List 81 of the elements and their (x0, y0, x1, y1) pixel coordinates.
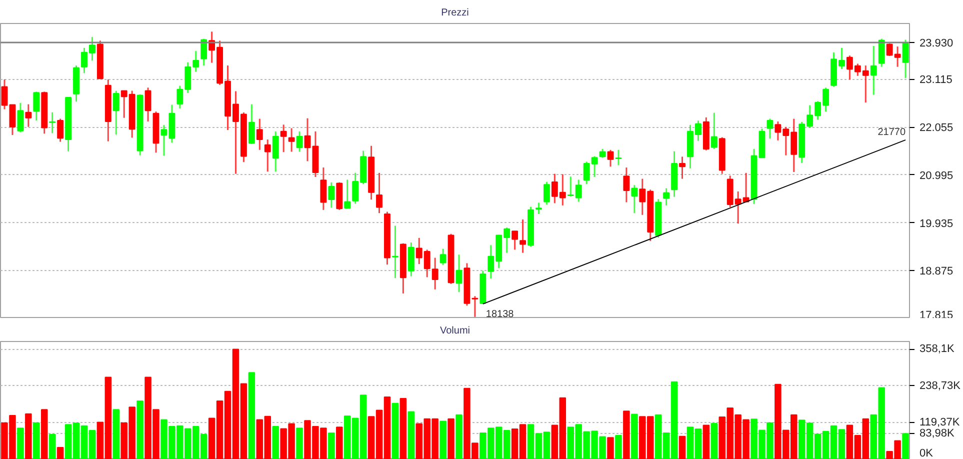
y-tick-label: 358,1K (920, 343, 956, 356)
bar (40, 409, 48, 459)
candlestick (33, 90, 40, 122)
candlestick (456, 254, 462, 293)
y-tick-label: 20.995 (920, 170, 954, 182)
bar (702, 424, 710, 459)
y-tick-label: 83,98K (920, 428, 956, 440)
y-tick-label: 23.115 (920, 74, 952, 86)
candlestick (328, 182, 335, 208)
bar (336, 426, 343, 459)
candlestick (344, 178, 351, 210)
candlestick (320, 166, 327, 211)
candlestick (607, 149, 614, 168)
candlestick (902, 39, 909, 79)
bar (328, 432, 335, 459)
candlestick (288, 127, 295, 152)
candlestick (512, 230, 518, 250)
y-tick-label: 19.935 (920, 218, 954, 230)
bar (48, 434, 56, 459)
bar (248, 372, 256, 459)
candlestick (272, 130, 279, 172)
bar (17, 428, 24, 459)
candlestick (710, 112, 718, 150)
bar (440, 420, 446, 459)
candlestick (17, 102, 24, 134)
y-tick-label: 238,73K (920, 380, 962, 392)
annotation: 18138 (486, 308, 514, 320)
annotation: 21770 (878, 126, 906, 138)
candlestick (112, 90, 120, 136)
candlestick (679, 156, 686, 180)
bar (631, 414, 638, 459)
candlestick (248, 104, 255, 145)
candlestick (432, 257, 438, 290)
bar (25, 413, 32, 459)
candlestick (392, 224, 398, 279)
candlestick (256, 118, 263, 151)
y-tick-label: 18.875 (920, 266, 954, 278)
candlestick (49, 112, 56, 134)
bar (296, 428, 303, 459)
candlestick (296, 130, 303, 152)
candlestick (264, 138, 271, 172)
candlestick (376, 172, 382, 214)
candlestick (280, 124, 287, 153)
y-tick-label: 119,37K (920, 416, 960, 429)
candlestick (631, 184, 638, 214)
candlestick (200, 38, 208, 66)
candlestick (520, 218, 526, 254)
candlestick (766, 118, 774, 140)
candlestick (57, 118, 64, 143)
bar (607, 437, 614, 459)
bar (623, 410, 630, 459)
candlestick (408, 242, 414, 278)
bar (136, 400, 144, 459)
candlestick (25, 104, 32, 128)
bar (902, 433, 909, 459)
chart-title: Volumi (440, 326, 470, 336)
bar (615, 434, 622, 459)
candlestick (536, 202, 542, 215)
bar (392, 402, 399, 459)
bar (456, 414, 462, 459)
candlestick (615, 149, 622, 166)
bar (678, 436, 686, 459)
candlestick (144, 86, 152, 122)
y-tick-label: 22.055 (920, 122, 954, 134)
chart-title: Prezzi (441, 8, 469, 18)
bar (272, 426, 279, 459)
candlestick (663, 188, 670, 206)
y-tick-label: 0K (920, 448, 934, 459)
y-tick-label: 23.930 (920, 37, 954, 50)
candlestick (440, 248, 446, 266)
candlestick (623, 166, 630, 204)
candlestick (878, 38, 885, 68)
bar (33, 422, 40, 459)
bar (408, 411, 415, 459)
candlestick (870, 45, 877, 96)
bar (448, 418, 454, 459)
candlestick (543, 181, 550, 206)
bar (56, 446, 64, 459)
bar (710, 422, 718, 459)
bar (400, 398, 407, 459)
bar (112, 409, 120, 459)
